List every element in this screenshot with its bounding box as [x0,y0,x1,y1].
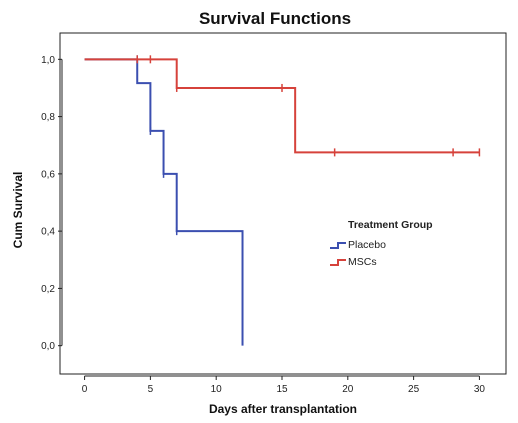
x-tick-label: 0 [82,384,88,395]
x-tick-label: 25 [408,384,420,395]
plot-frame [59,32,507,375]
y-tick-label: 0,8 [41,112,55,123]
legend-swatch-placebo [330,242,346,249]
legend-swatch-mscs [330,259,346,266]
legend: Treatment Group Placebo MSCs [330,219,433,268]
y-axis-label: Cum Survival [11,172,25,249]
legend-item-mscs: MSCs [330,256,377,268]
x-axis: 0 5 10 15 20 25 30 [82,375,486,395]
series-line-placebo [84,58,244,346]
x-axis-label: Days after transplantation [209,402,357,416]
y-tick-label: 1,0 [41,55,55,66]
x-tick-label: 20 [342,384,354,395]
series-line-mscs [84,58,480,154]
x-tick-label: 5 [148,384,154,395]
y-tick-label: 0,2 [41,284,55,295]
y-axis: 0,0 0,2 0,4 0,6 0,8 1,0 [41,55,63,352]
y-tick-label: 0,0 [41,341,55,352]
chart-title: Survival Functions [199,9,351,28]
y-tick-label: 0,4 [41,227,55,238]
x-tick-label: 30 [474,384,486,395]
legend-label-placebo: Placebo [348,239,386,251]
legend-label-mscs: MSCs [348,256,377,268]
series-layer [84,55,481,346]
y-tick-label: 0,6 [41,169,55,180]
legend-title: Treatment Group [348,219,433,231]
x-tick-label: 10 [211,384,223,395]
legend-item-placebo: Placebo [330,239,386,251]
x-tick-label: 15 [276,384,288,395]
